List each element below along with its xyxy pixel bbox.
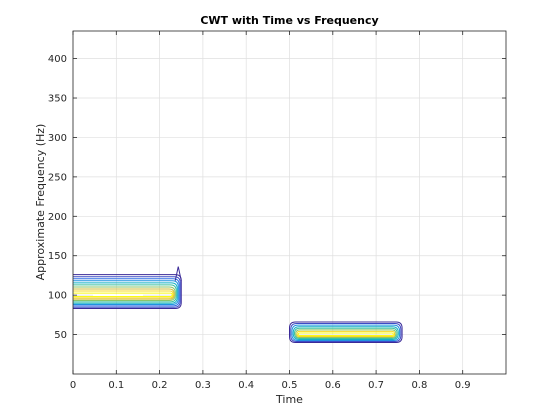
y-tick-label: 350 bbox=[48, 94, 67, 105]
chart-title: CWT with Time vs Frequency bbox=[200, 14, 378, 27]
contour-line bbox=[293, 327, 398, 340]
y-tick-label: 300 bbox=[48, 133, 67, 144]
y-tick-label: 200 bbox=[48, 212, 67, 223]
x-tick-label: 0 bbox=[70, 380, 76, 391]
x-tick-label: 0.5 bbox=[282, 380, 298, 391]
contour-line bbox=[73, 282, 178, 304]
contour-line bbox=[291, 324, 401, 341]
x-tick-label: 0.3 bbox=[195, 380, 211, 391]
y-tick-label: 50 bbox=[54, 330, 67, 341]
x-tick-label: 0.8 bbox=[411, 380, 427, 391]
contour-line bbox=[73, 286, 176, 302]
y-tick-label: 250 bbox=[48, 172, 67, 183]
x-tick-label: 0.9 bbox=[455, 380, 471, 391]
contour-plot bbox=[73, 266, 403, 343]
contour-line bbox=[73, 280, 179, 306]
contour-line bbox=[174, 266, 182, 281]
ticks: 0 0.1 0.2 0.3 0.4 0.5 0.6 0.7 0.8 0.9 50 100 150 200 2… bbox=[48, 31, 506, 391]
contour-line bbox=[295, 329, 397, 339]
y-tick-label: 100 bbox=[48, 291, 67, 302]
x-axis-label: Time bbox=[275, 393, 303, 406]
contour-line bbox=[292, 326, 399, 341]
contour-line bbox=[289, 321, 403, 343]
x-tick-label: 0.2 bbox=[152, 380, 168, 391]
contour-line bbox=[73, 274, 182, 310]
contour-line bbox=[290, 323, 402, 342]
contour-line bbox=[73, 290, 174, 299]
y-axis-label: Approximate Frequency (Hz) bbox=[34, 124, 47, 281]
contour-line bbox=[297, 332, 394, 337]
x-tick-label: 0.1 bbox=[108, 380, 124, 391]
x-tick-label: 0.6 bbox=[325, 380, 341, 391]
contour-line bbox=[73, 276, 181, 308]
x-tick-label: 0.4 bbox=[238, 380, 254, 391]
y-tick-label: 400 bbox=[48, 54, 67, 65]
contour-line bbox=[296, 330, 396, 338]
contour-blob bbox=[289, 321, 403, 343]
contour-line bbox=[73, 284, 177, 303]
contour-blob bbox=[73, 266, 182, 310]
x-tick-label: 0.7 bbox=[368, 380, 384, 391]
contour-line bbox=[73, 288, 175, 300]
y-tick-label: 150 bbox=[48, 251, 67, 262]
contour-line bbox=[73, 292, 173, 297]
